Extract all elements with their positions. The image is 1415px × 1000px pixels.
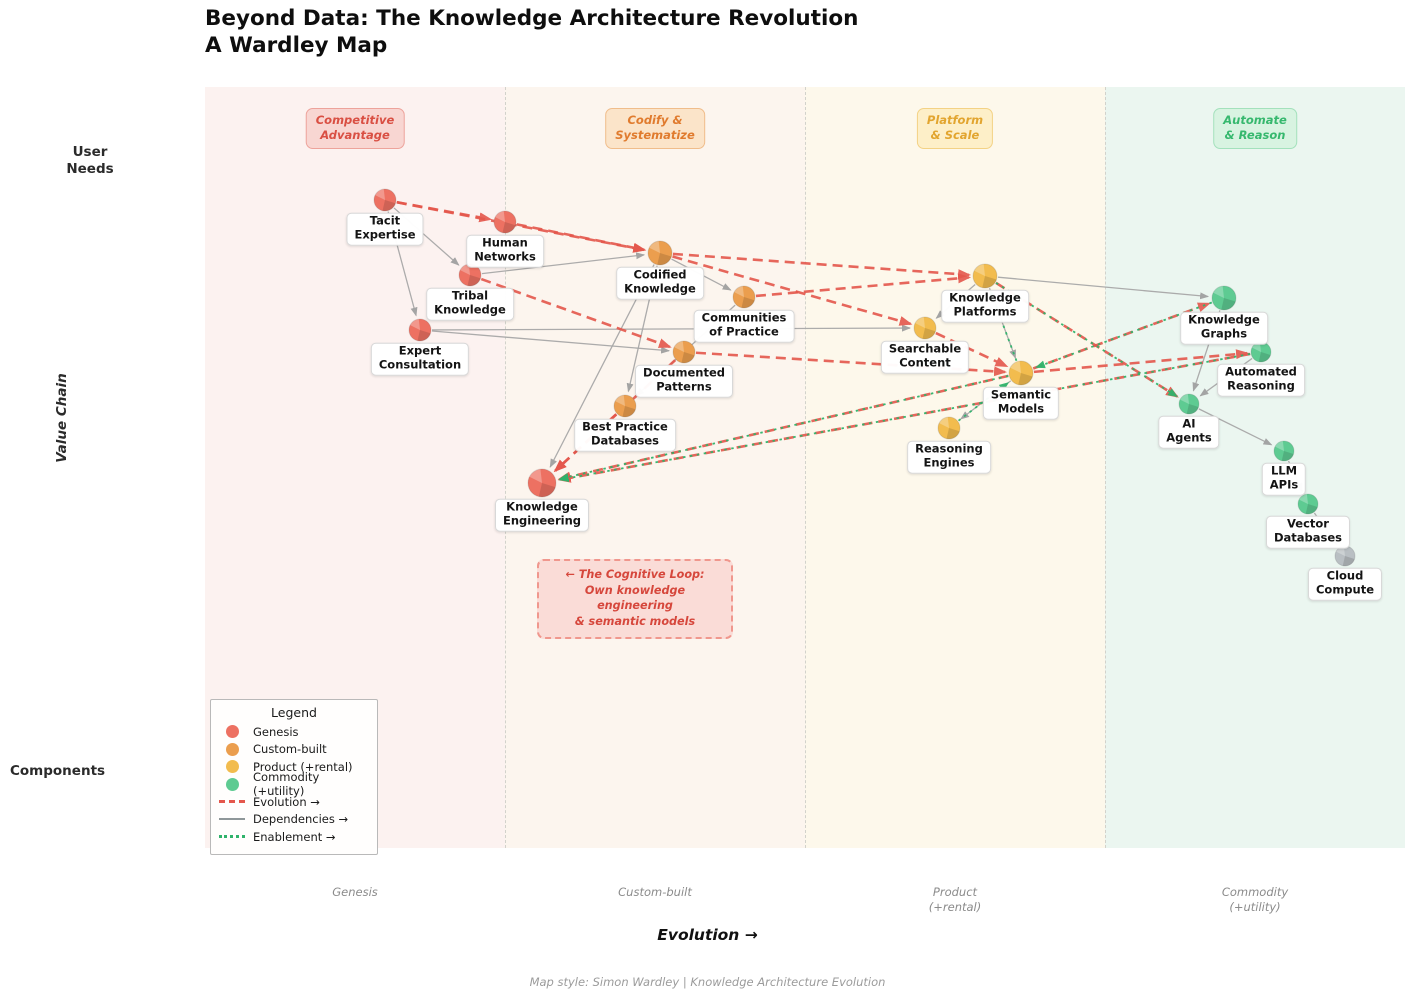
node-ai-agents bbox=[1178, 393, 1200, 415]
legend-item: Evolution → bbox=[219, 793, 369, 811]
axis-stage-label-0: Genesis bbox=[332, 885, 378, 899]
page-title: Beyond Data: The Knowledge Architecture … bbox=[205, 6, 859, 58]
legend-item: Commodity (+utility) bbox=[219, 770, 369, 798]
stage-badge-3: Automate & Reason bbox=[1213, 108, 1297, 149]
label-reasoning-engines: Reasoning Engines bbox=[907, 440, 991, 474]
edge-evolution-codified-knowledge-to-knowledge-platforms bbox=[672, 252, 972, 280]
cognitive-loop-annotation: ← The Cognitive Loop: Own knowledge engi… bbox=[537, 559, 733, 639]
label-expert-consultation: Expert Consultation bbox=[370, 342, 470, 376]
legend-swatch-line-dependency bbox=[219, 818, 245, 821]
legend-swatch-line-enablement bbox=[219, 835, 245, 839]
node-automated-reasoning bbox=[1250, 341, 1272, 363]
node-semantic-models bbox=[1008, 360, 1034, 386]
legend-title: Legend bbox=[271, 705, 317, 720]
node-knowledge-engineering bbox=[527, 468, 557, 498]
label-semantic-models: Semantic Models bbox=[982, 386, 1060, 420]
edge-evolution-automated-reasoning-to-knowledge-engineering bbox=[557, 352, 1251, 483]
edge-evolution-searchable-content-to-semantic-models bbox=[935, 331, 1009, 368]
edge-enablement-automated-reasoning-to-knowledge-engineering bbox=[558, 353, 1251, 483]
label-best-practice-databases: Best Practice Databases bbox=[574, 418, 676, 452]
legend-item-label: Commodity (+utility) bbox=[253, 770, 320, 799]
label-knowledge-graphs: Knowledge Graphs bbox=[1180, 311, 1268, 345]
node-knowledge-graphs bbox=[1211, 285, 1237, 311]
stage-panel-3 bbox=[1105, 87, 1405, 848]
legend-item: Dependencies → bbox=[219, 811, 369, 829]
legend-swatch-circle bbox=[225, 725, 239, 739]
axis-stage-label-2: Product (+rental) bbox=[928, 885, 982, 914]
label-communities-of-practice: Communities of Practice bbox=[693, 309, 795, 343]
legend-swatch-circle bbox=[225, 760, 239, 774]
stage-badge-2: Platform & Scale bbox=[916, 108, 994, 149]
edge-evolution-semantic-models-to-automated-reasoning bbox=[1033, 349, 1250, 374]
node-vector-databases bbox=[1297, 493, 1319, 515]
node-reasoning-engines bbox=[937, 416, 961, 440]
stage-divider bbox=[505, 87, 506, 848]
legend-item-label: Custom-built bbox=[253, 742, 327, 757]
node-llm-apis bbox=[1273, 440, 1295, 462]
legend-swatch-circle bbox=[225, 777, 239, 791]
stage-divider bbox=[1105, 87, 1106, 848]
node-communities-of-practice bbox=[732, 285, 756, 309]
legend-item-label: Dependencies → bbox=[253, 812, 349, 827]
edge-evolution-codified-knowledge-to-searchable-content bbox=[672, 255, 913, 326]
label-knowledge-platforms: Knowledge Platforms bbox=[941, 289, 1029, 323]
edge-dependency-knowledge-platforms-to-knowledge-graphs bbox=[997, 276, 1210, 300]
label-automated-reasoning: Automated Reasoning bbox=[1217, 363, 1305, 397]
edge-evolution-human-networks-to-codified-knowledge bbox=[516, 223, 647, 253]
edge-enablement-semantic-models-to-knowledge-platforms bbox=[989, 290, 1018, 362]
axis-label-components: Components bbox=[10, 763, 106, 779]
label-codified-knowledge: Codified Knowledge bbox=[616, 266, 704, 300]
label-searchable-content: Searchable Content bbox=[880, 340, 970, 374]
legend-swatch-circle bbox=[225, 742, 239, 756]
stage-badge-1: Codify & Systematize bbox=[605, 108, 705, 149]
legend-items: Genesis Custom-built Product (+rental) Comm… bbox=[219, 723, 369, 846]
node-tacit-expertise bbox=[373, 188, 397, 212]
label-tribal-knowledge: Tribal Knowledge bbox=[426, 287, 514, 321]
label-documented-patterns: Documented Patterns bbox=[635, 364, 733, 398]
legend-item: Genesis bbox=[219, 723, 369, 741]
node-searchable-content bbox=[913, 316, 937, 340]
legend-item-label: Enablement → bbox=[253, 829, 336, 844]
legend-item-label: Evolution → bbox=[253, 794, 320, 809]
label-ai-agents: AI Agents bbox=[1158, 415, 1220, 449]
node-codified-knowledge bbox=[647, 240, 673, 266]
legend-item: Product (+rental) bbox=[219, 758, 369, 776]
label-human-networks: Human Networks bbox=[466, 234, 544, 268]
evolution-axis-title: Evolution → bbox=[657, 926, 758, 944]
node-cloud-compute bbox=[1334, 545, 1356, 567]
label-llm-apis: LLM APIs bbox=[1261, 462, 1307, 496]
label-cloud-compute: Cloud Compute bbox=[1307, 567, 1383, 601]
stage-badge-0: Competitive Advantage bbox=[305, 108, 405, 149]
node-expert-consultation bbox=[408, 318, 432, 342]
edge-dependency-expert-consultation-to-searchable-content bbox=[431, 324, 912, 332]
node-human-networks bbox=[493, 210, 517, 234]
edge-evolution-communities-of-practice-to-knowledge-platforms bbox=[755, 273, 972, 298]
node-tribal-knowledge bbox=[458, 263, 482, 287]
node-best-practice-databases bbox=[613, 394, 637, 418]
axis-stage-label-3: Commodity (+utility) bbox=[1221, 885, 1289, 914]
axis-stage-label-1: Custom-built bbox=[618, 885, 692, 899]
edge-dependency-tribal-knowledge-to-codified-knowledge bbox=[481, 252, 646, 275]
edge-enablement-knowledge-graphs-to-semantic-models bbox=[1035, 301, 1213, 369]
legend-swatch-line-evolution bbox=[219, 800, 245, 804]
label-tacit-expertise: Tacit Expertise bbox=[346, 212, 424, 246]
legend-item-label: Product (+rental) bbox=[253, 759, 353, 774]
legend-item: Enablement → bbox=[219, 828, 369, 846]
node-knowledge-platforms bbox=[972, 263, 998, 289]
node-documented-patterns bbox=[672, 340, 696, 364]
map-footer: Map style: Simon Wardley | Knowledge Arc… bbox=[529, 975, 886, 989]
stage-divider bbox=[805, 87, 806, 848]
label-knowledge-engineering: Knowledge Engineering bbox=[494, 498, 590, 532]
label-vector-databases: Vector Databases bbox=[1265, 515, 1351, 549]
edge-dependency-ai-agents-to-llm-apis bbox=[1198, 408, 1273, 446]
edge-evolution-semantic-models-to-knowledge-engineering bbox=[557, 374, 1009, 482]
legend: Legend Genesis Custom-built Product (+rent… bbox=[210, 699, 378, 855]
legend-item-label: Genesis bbox=[253, 724, 299, 739]
axis-label-user-needs: User Needs bbox=[66, 144, 114, 177]
edge-dependency-expert-consultation-to-documented-patterns bbox=[431, 330, 671, 354]
legend-item: Custom-built bbox=[219, 741, 369, 759]
